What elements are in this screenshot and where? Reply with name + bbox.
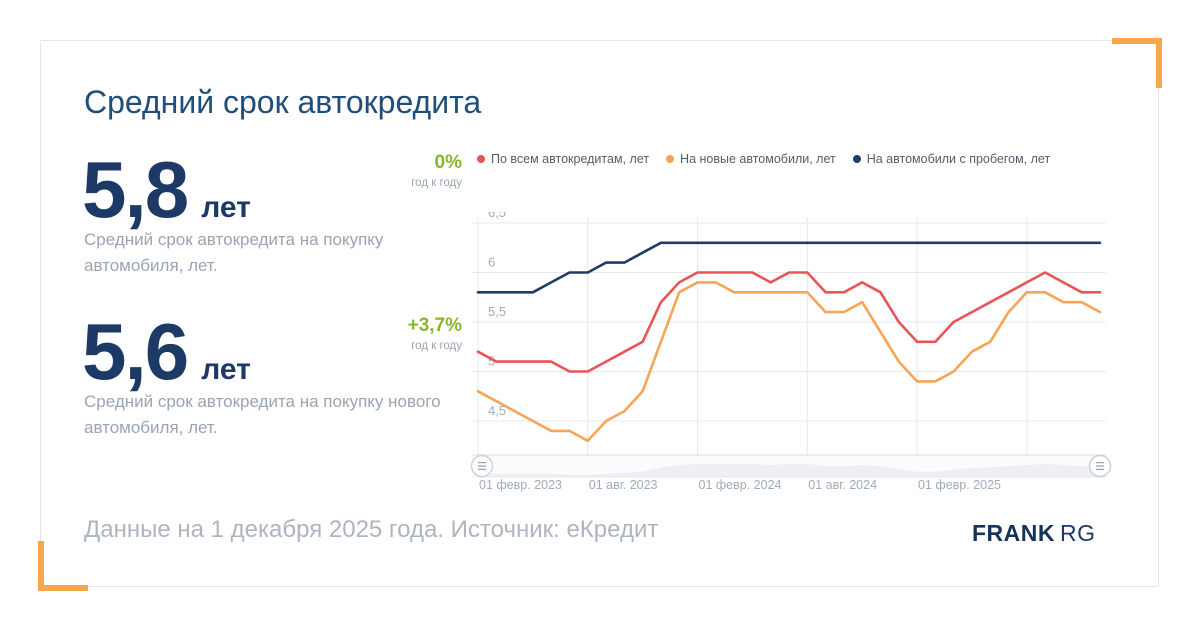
logo-rg: RG <box>1060 520 1096 546</box>
stat-all-loans-value: 5,8 лет <box>82 150 251 230</box>
series-line-1 <box>476 281 1102 443</box>
data-source-note: Данные на 1 декабря 2025 года. Источник:… <box>84 516 659 543</box>
stat-all-loans-desc: Средний срок автокредита на покупку авто… <box>84 230 384 275</box>
series-line-0 <box>476 271 1102 373</box>
stat-new-cars-number: 5,6 <box>82 307 189 396</box>
yoy-note: год к году <box>411 340 462 352</box>
legend-item-0[interactable]: По всем автокредитам, лет <box>477 152 649 166</box>
x-axis-label: 01 февр. 2024 <box>699 478 782 492</box>
page-title: Средний срок автокредита <box>84 84 482 120</box>
legend-dot-icon <box>666 155 675 163</box>
stat-all-loans-unit: лет <box>201 191 251 224</box>
stat-all-loans-yoy: 0% год к году <box>340 152 462 189</box>
stat-new-cars-value: 5,6 лет <box>82 312 251 392</box>
legend-dot-icon <box>477 155 485 163</box>
y-axis-label: 5,5 <box>488 304 506 319</box>
frank-rg-logo: FRANK RG <box>972 520 1096 547</box>
y-axis-label: 6 <box>488 255 495 270</box>
legend-item-2[interactable]: На автомобили с пробегом, лет <box>852 152 1051 166</box>
chart-card <box>40 40 1159 587</box>
corner-bracket-top-right <box>1112 38 1162 88</box>
stat-all-loans-number: 5,8 <box>82 145 189 234</box>
y-axis-label: 6,5 <box>488 212 506 220</box>
yoy-percent: 0% <box>434 152 462 173</box>
stat-new-cars-yoy: +3,7% год к году <box>340 315 462 352</box>
line-chart: 6,5 6 5,5 5 4,5 01 февр. 2023 01 авг. 2023 01 ф… <box>470 212 1112 492</box>
legend-dot-icon <box>852 155 861 163</box>
legend-label: На новые автомобили, лет <box>680 152 836 166</box>
legend-label: По всем автокредитам, лет <box>491 152 650 166</box>
y-axis-label: 5 <box>488 354 495 369</box>
legend-item-1[interactable]: На новые автомобили, лет <box>666 152 836 166</box>
series-line-2 <box>476 241 1102 294</box>
x-axis-label: 01 авг. 2023 <box>589 478 658 492</box>
yoy-note: год к году <box>411 177 462 189</box>
stat-new-cars-desc: Средний срок автокредита на покупку ново… <box>84 392 441 437</box>
y-axis-label: 4,5 <box>488 403 506 418</box>
x-axis-label: 01 авг. 2024 <box>808 478 877 492</box>
chart-legend: По всем автокредитам, лет На новые автомо… <box>477 152 1050 166</box>
x-axis-label: 01 февр. 2025 <box>918 478 1001 492</box>
logo-frank: FRANK <box>972 520 1055 546</box>
stat-new-cars-unit: лет <box>201 353 251 386</box>
x-axis-label: 01 февр. 2023 <box>479 478 562 492</box>
yoy-percent: +3,7% <box>407 315 462 336</box>
legend-label: На автомобили с пробегом, лет <box>866 152 1051 166</box>
corner-bracket-bottom-left <box>38 541 88 591</box>
scrollbar-preview <box>478 463 1100 477</box>
